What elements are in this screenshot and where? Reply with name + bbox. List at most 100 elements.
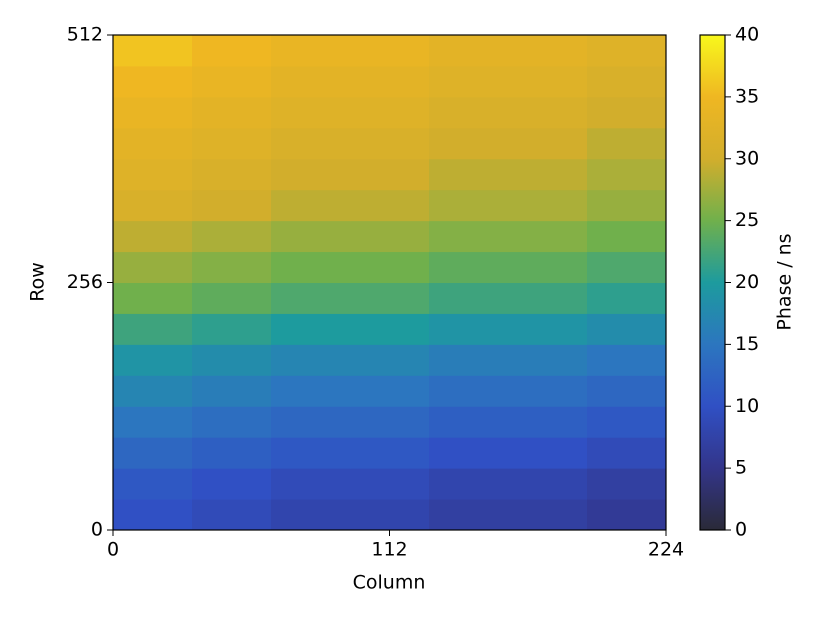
colorbar-tick-label: 15 xyxy=(735,333,759,355)
heatmap-cell xyxy=(192,282,272,314)
heatmap-cell xyxy=(192,158,272,191)
y-tick-label: 0 xyxy=(91,519,103,541)
heatmap-cell xyxy=(113,65,193,98)
heatmap-cells xyxy=(113,35,667,531)
heatmap-cell xyxy=(271,127,351,160)
heatmap-cell xyxy=(429,406,509,438)
heatmap-cell xyxy=(350,499,430,531)
heatmap-cell xyxy=(113,220,193,253)
heatmap-cell xyxy=(192,437,272,469)
heatmap-cell xyxy=(192,313,272,345)
heatmap-cell xyxy=(429,96,509,129)
colorbar-tick-label: 30 xyxy=(735,147,759,169)
heatmap-cell xyxy=(192,344,272,376)
heatmap-cell xyxy=(113,499,193,531)
heatmap-cell xyxy=(350,282,430,314)
heatmap-cell xyxy=(587,406,667,438)
heatmap-cell xyxy=(113,35,193,67)
heatmap-cell xyxy=(508,344,588,376)
heatmap-cell xyxy=(350,468,430,500)
heatmap-cell xyxy=(587,127,667,160)
heatmap-cell xyxy=(350,65,430,98)
heatmap-cell xyxy=(271,158,351,191)
heatmap-cell xyxy=(113,158,193,191)
heatmap-cell xyxy=(587,499,667,531)
heatmap-cell xyxy=(508,127,588,160)
heatmap-cell xyxy=(429,375,509,407)
heatmap-cell xyxy=(113,344,193,376)
heatmap-cell xyxy=(350,189,430,222)
heatmap-cell xyxy=(587,158,667,191)
x-tick-label: 112 xyxy=(371,539,407,561)
colorbar-tick-label: 35 xyxy=(735,85,759,107)
heatmap-cell xyxy=(192,406,272,438)
heatmap-cell xyxy=(587,35,667,67)
heatmap-cell xyxy=(271,437,351,469)
heatmap-cell xyxy=(508,65,588,98)
heatmap-cell xyxy=(508,406,588,438)
heatmap-cell xyxy=(271,35,351,67)
colorbar-label: Phase / ns xyxy=(774,233,796,330)
x-tick-label: 224 xyxy=(648,539,684,561)
colorbar-tick-label: 10 xyxy=(735,395,759,417)
heatmap-cell xyxy=(429,344,509,376)
heatmap-cell xyxy=(429,65,509,98)
heatmap-cell xyxy=(429,127,509,160)
colorbar xyxy=(699,34,726,531)
heatmap-cell xyxy=(192,499,272,531)
heatmap-cell xyxy=(429,468,509,500)
y-axis-label: Row xyxy=(27,262,49,302)
heatmap-cell xyxy=(350,251,430,283)
heatmap-cell xyxy=(350,344,430,376)
heatmap-cell xyxy=(508,468,588,500)
heatmap-cell xyxy=(429,499,509,531)
y-tick-label: 256 xyxy=(67,271,103,293)
heatmap-cell xyxy=(508,220,588,253)
heatmap-cell xyxy=(429,189,509,222)
heatmap-cell xyxy=(350,375,430,407)
heatmap-cell xyxy=(271,499,351,531)
heatmap-cell xyxy=(508,437,588,469)
heatmap-cell xyxy=(271,251,351,283)
heatmap-cell xyxy=(429,220,509,253)
heatmap-cell xyxy=(192,35,272,67)
heatmap-cell xyxy=(350,127,430,160)
heatmap-cell xyxy=(113,189,193,222)
heatmap-cell xyxy=(271,282,351,314)
y-tick-label: 512 xyxy=(67,24,103,46)
heatmap-cell xyxy=(350,158,430,191)
heatmap-cell xyxy=(113,313,193,345)
heatmap-cell xyxy=(508,282,588,314)
heatmap-cell xyxy=(113,251,193,283)
heatmap-cell xyxy=(429,437,509,469)
heatmap-cell xyxy=(587,251,667,283)
colorbar-tick-label: 40 xyxy=(735,24,759,46)
heatmap-cell xyxy=(587,189,667,222)
colorbar-tick-label: 25 xyxy=(735,209,759,231)
heatmap-cell xyxy=(587,313,667,345)
heatmap-cell xyxy=(587,437,667,469)
heatmap-cell xyxy=(271,96,351,129)
heatmap-cell xyxy=(508,158,588,191)
heatmap-cell xyxy=(113,127,193,160)
heatmap-cell xyxy=(508,189,588,222)
x-axis-label: Column xyxy=(353,572,426,594)
heatmap-cell xyxy=(192,96,272,129)
heatmap-cell xyxy=(429,158,509,191)
heatmap-cell xyxy=(587,220,667,253)
heatmap-cell xyxy=(113,96,193,129)
heatmap-cell xyxy=(113,375,193,407)
heatmap-cell xyxy=(271,406,351,438)
heatmap-cell xyxy=(350,437,430,469)
heatmap-cell xyxy=(429,313,509,345)
heatmap-cell xyxy=(113,282,193,314)
heatmap-cell xyxy=(587,282,667,314)
heatmap-cell xyxy=(192,220,272,253)
heatmap-cell xyxy=(271,313,351,345)
heatmap-cell xyxy=(429,35,509,67)
heatmap-cell xyxy=(113,406,193,438)
heatmap-cell xyxy=(508,375,588,407)
heatmap-cell xyxy=(192,468,272,500)
heatmap-cell xyxy=(429,282,509,314)
